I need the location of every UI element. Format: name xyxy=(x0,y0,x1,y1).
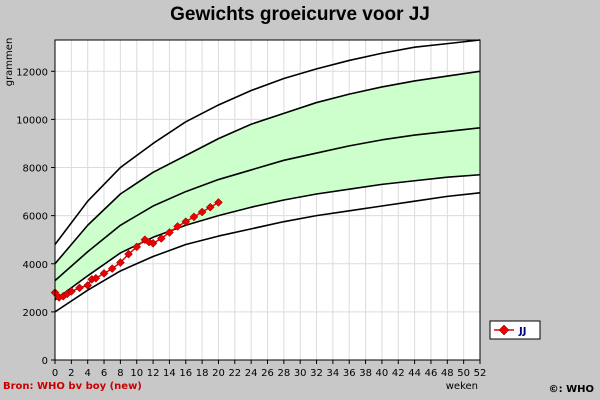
y-tick-label: 8000 xyxy=(23,164,48,175)
source-label: Bron: WHO bv boy (new) xyxy=(3,381,142,392)
data-point xyxy=(99,269,109,278)
x-tick-label: 36 xyxy=(343,368,356,379)
x-tick-label: 12 xyxy=(147,368,160,379)
data-point xyxy=(148,238,158,248)
reference-curve-3 xyxy=(54,70,481,265)
y-tick-label: 0 xyxy=(42,356,48,367)
data-point xyxy=(107,264,117,273)
x-axis-label: weken xyxy=(446,381,478,392)
data-point xyxy=(156,234,166,243)
x-tick-label: 16 xyxy=(179,368,192,379)
y-tick-label: 10000 xyxy=(16,115,48,126)
data-point xyxy=(197,207,207,217)
x-tick-label: 26 xyxy=(261,368,274,379)
legend-marker xyxy=(498,324,510,336)
data-point xyxy=(214,198,223,207)
y-axis-label: grammen xyxy=(4,38,15,87)
x-tick-label: 6 xyxy=(101,368,107,379)
reference-curve-2 xyxy=(54,127,481,282)
data-point xyxy=(66,287,76,296)
x-tick-label: 18 xyxy=(196,368,209,379)
legend: JJ xyxy=(489,320,541,340)
y-tick-label: 6000 xyxy=(23,212,48,223)
data-point xyxy=(205,202,215,212)
data-point xyxy=(83,281,93,290)
reference-curve-0 xyxy=(54,191,481,313)
data-point xyxy=(173,222,182,231)
chart-title: Gewichts groeicurve voor JJ xyxy=(170,4,430,25)
x-tick-label: 28 xyxy=(277,368,290,379)
data-point xyxy=(91,273,101,283)
reference-curve-1 xyxy=(54,173,481,301)
data-point xyxy=(132,242,142,252)
x-tick-label: 42 xyxy=(392,368,405,379)
x-tick-label: 20 xyxy=(212,368,225,379)
y-tick-label: 2000 xyxy=(23,308,48,319)
x-tick-label: 38 xyxy=(359,368,372,379)
x-tick-label: 4 xyxy=(85,368,91,379)
data-point xyxy=(165,228,174,237)
x-tick-label: 34 xyxy=(327,368,340,379)
x-tick-label: 40 xyxy=(376,368,389,379)
x-tick-label: 14 xyxy=(163,368,176,379)
x-tick-label: 8 xyxy=(117,368,123,379)
data-point xyxy=(181,217,191,227)
copyright-label: ©: WHO xyxy=(549,384,594,395)
data-series xyxy=(50,198,223,302)
x-tick-label: 22 xyxy=(228,368,241,379)
x-tick-label: 48 xyxy=(441,368,454,379)
x-tick-label: 2 xyxy=(68,368,74,379)
y-tick-label: 4000 xyxy=(23,260,48,271)
x-tick-label: 10 xyxy=(130,368,143,379)
data-point xyxy=(189,212,199,222)
plot-area xyxy=(50,39,481,361)
data-point xyxy=(116,258,125,267)
normal-range-band xyxy=(55,71,480,300)
x-tick-label: 50 xyxy=(457,368,470,379)
x-tick-label: 44 xyxy=(408,368,421,379)
x-tick-label: 32 xyxy=(310,368,323,379)
y-axis-ticks: 0 2000 4000 6000 8000 10000 12000 xyxy=(16,67,55,367)
x-tick-label: 52 xyxy=(474,368,487,379)
x-tick-label: 0 xyxy=(52,368,58,379)
y-tick-label: 12000 xyxy=(16,67,48,78)
x-axis-ticks: 0 2 4 6 8 10 12 14 16 18 20 22 24 26 28 30 32 34 36 38 40 42 4… xyxy=(52,360,487,379)
reference-curves xyxy=(54,39,481,313)
data-point xyxy=(124,249,133,259)
reference-curve-4 xyxy=(54,39,481,245)
x-tick-label: 46 xyxy=(425,368,438,379)
data-point xyxy=(75,283,84,293)
x-tick-label: 30 xyxy=(294,368,307,379)
legend-box xyxy=(489,320,541,340)
legend-label: JJ xyxy=(518,326,526,337)
x-tick-label: 24 xyxy=(245,368,258,379)
